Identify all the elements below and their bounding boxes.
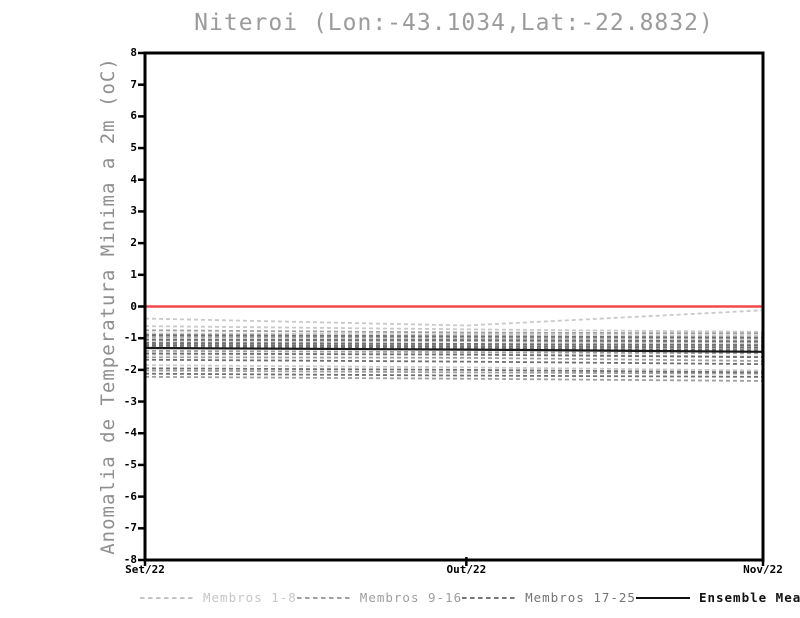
chart-legend: Membros 1-8 Membros 9-16 Membros 17-25 E… <box>140 590 800 605</box>
ensemble-member-line <box>144 349 764 355</box>
y-tick-label: 4 <box>130 172 137 186</box>
ensemble-member-line <box>144 375 764 382</box>
ensemble-member-line <box>144 342 764 347</box>
ensemble-member-line <box>144 329 764 335</box>
y-tick-label: 3 <box>130 204 137 218</box>
legend-item-membros-17-25: Membros 17-25 <box>462 590 636 605</box>
y-tick-label: -1 <box>123 331 137 345</box>
legend-label: Membros 1-8 <box>203 590 297 605</box>
y-tick-label: 8 <box>130 46 137 59</box>
legend-item-membros-1-8: Membros 1-8 <box>140 590 297 605</box>
y-tick-label: -5 <box>123 457 137 471</box>
ensemble-member-line <box>144 364 764 372</box>
ensemble-member-line <box>144 334 764 339</box>
x-tick-label: Nov/22 <box>743 563 783 576</box>
ensemble-mean-line <box>144 346 764 353</box>
legend-item-membros-9-16: Membros 9-16 <box>296 590 463 605</box>
ensemble-member-line <box>144 358 764 366</box>
dashed-line-sample-icon <box>462 596 517 599</box>
ensemble-member-line <box>144 340 764 345</box>
ensemble-member-line <box>144 352 764 359</box>
chart-title: Niteroi (Lon:-43.1034,Lat:-22.8832) <box>194 10 714 36</box>
legend-label: Membros 9-16 <box>359 590 463 605</box>
ensemble-member-line <box>144 372 764 378</box>
y-tick-label: -8 <box>123 553 137 566</box>
ensemble-member-line <box>144 338 764 343</box>
x-tick-label: Out/22 <box>446 563 487 576</box>
y-tick-label: -2 <box>123 362 137 376</box>
x-tick-label: Set/22 <box>125 563 165 576</box>
y-tick-label: -7 <box>123 521 137 535</box>
y-tick-label: 0 <box>130 299 137 313</box>
y-tick-label: 1 <box>130 267 137 281</box>
y-tick-label: -6 <box>123 489 137 503</box>
solid-line-sample-icon <box>635 596 690 599</box>
ensemble-member-line <box>144 332 764 337</box>
ensemble-member-line <box>144 325 764 333</box>
legend-item-ensemble-mean: Ensemble Mean <box>635 590 800 605</box>
y-tick-label: -4 <box>123 426 137 440</box>
ensemble-member-line <box>144 356 764 362</box>
y-tick-label: 2 <box>130 236 137 250</box>
ensemble-member-line <box>144 344 764 349</box>
ensemble-member-line <box>144 337 764 341</box>
ensemble-member-line <box>144 367 764 374</box>
y-tick-label: -3 <box>123 394 137 408</box>
dashed-line-sample-icon <box>140 596 194 599</box>
legend-label: Membros 17-25 <box>525 590 636 605</box>
ensemble-member-line <box>144 309 764 327</box>
legend-label: Ensemble Mean <box>698 590 800 605</box>
ensemble-member-line <box>144 369 764 375</box>
y-tick-label: 6 <box>130 109 137 123</box>
y-tick-label: 7 <box>130 77 137 91</box>
dashed-line-sample-icon <box>296 596 351 599</box>
y-tick-label: 5 <box>130 141 137 155</box>
